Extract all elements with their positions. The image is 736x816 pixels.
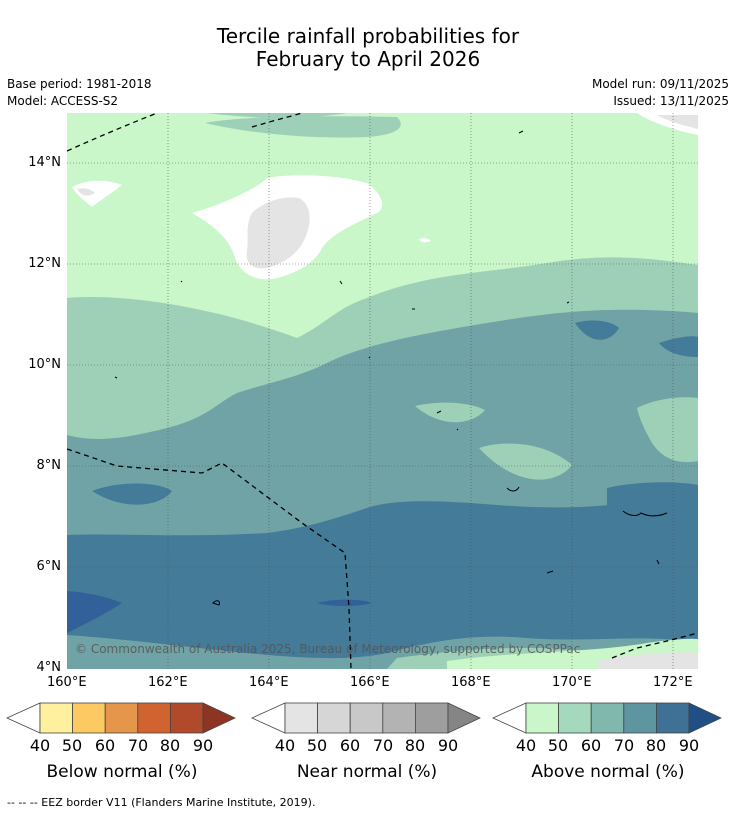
model-run: Model run: 09/11/2025 — [591, 77, 729, 91]
colorbar-segment — [72, 702, 106, 734]
near-normal-region — [72, 180, 122, 207]
x-tick-label: 166°E — [350, 675, 390, 690]
colorbar-segment — [349, 702, 384, 734]
issued-date: Issued: 13/11/2025 — [613, 94, 729, 108]
above-normal-60-region — [479, 443, 572, 480]
colorbar-segment — [558, 702, 592, 734]
map-title-line1: Tercile rainfall probabilities for — [216, 24, 520, 48]
above-normal-colorbar — [492, 702, 722, 734]
colorbar-under-extension — [492, 702, 527, 734]
x-tick-label: 160°E — [47, 675, 87, 690]
colorbar-tick: 60 — [94, 736, 116, 755]
above-normal-colorbar-title: Above normal (%) — [531, 762, 685, 782]
colorbar-segment — [317, 702, 351, 734]
colorbar-over-extension — [202, 702, 236, 734]
above-normal-90-region — [67, 591, 122, 633]
colorbar-segment — [525, 702, 559, 734]
colorbar-tick: 70 — [127, 736, 149, 755]
colorbar-segment — [590, 702, 625, 734]
copyright-notice: © Commonwealth of Australia 2025, Bureau… — [75, 642, 580, 656]
colorbar-tick: 40 — [515, 736, 537, 755]
y-tick-label: 8°N — [36, 458, 62, 473]
above-normal-80-region — [92, 483, 172, 505]
colorbar-tick: 90 — [678, 736, 700, 755]
above-normal-90-region — [317, 599, 372, 606]
colorbar-under-extension — [251, 702, 286, 734]
near-normal-region — [419, 238, 431, 243]
colorbar-tick: 40 — [274, 736, 296, 755]
near-normal-colorbar-title: Near normal (%) — [296, 762, 438, 782]
colorbar-tick: 80 — [404, 736, 426, 755]
colorbar-tick: 40 — [29, 736, 51, 755]
y-tick-label: 14°N — [28, 155, 61, 170]
colorbar-tick: 50 — [306, 736, 328, 755]
x-tick-label: 168°E — [451, 675, 491, 690]
colorbar-segment — [655, 702, 690, 734]
colorbar-segment — [382, 702, 416, 734]
colorbar-over-extension — [688, 702, 722, 734]
colorbar-tick: 70 — [613, 736, 635, 755]
base-period: Base period: 1981-2018 — [7, 77, 152, 91]
y-tick-label: 4°N — [36, 660, 62, 675]
map-title-line2: February to April 2026 — [255, 47, 481, 71]
x-tick-label: 162°E — [148, 675, 188, 690]
colorbar-under-extension — [6, 702, 41, 734]
colorbar-tick: 60 — [339, 736, 361, 755]
below-normal-colorbar — [6, 702, 236, 734]
model-name: Model: ACCESS-S2 — [7, 94, 119, 108]
colorbar-tick: 90 — [437, 736, 459, 755]
colorbar-segment — [169, 702, 204, 734]
colorbar-segment — [39, 702, 73, 734]
above-normal-60-region — [415, 402, 485, 423]
colorbar-segment — [284, 702, 318, 734]
colorbar-segment — [137, 702, 171, 734]
colorbar-over-extension — [447, 702, 481, 734]
y-tick-label: 10°N — [28, 357, 61, 372]
colorbar-tick: 50 — [547, 736, 569, 755]
below-normal-colorbar-title: Below normal (%) — [46, 762, 198, 782]
near-normal-40-region — [657, 115, 698, 129]
above-normal-80-region — [67, 499, 698, 659]
colorbar-tick: 50 — [61, 736, 83, 755]
above-normal-80-region — [575, 320, 619, 340]
colorbar-tick: 70 — [372, 736, 394, 755]
x-tick-label: 172°E — [653, 675, 693, 690]
colorbar-tick: 80 — [645, 736, 667, 755]
near-normal-40-region — [246, 197, 310, 269]
above-normal-80-region — [659, 336, 698, 357]
colorbar-segment — [104, 702, 139, 734]
above-normal-60-region — [205, 116, 401, 138]
y-tick-label: 12°N — [28, 256, 61, 271]
rainfall-probability-map: © Commonwealth of Australia 2025, Bureau… — [67, 113, 698, 669]
colorbar-tick: 90 — [192, 736, 214, 755]
y-tick-label: 6°N — [36, 559, 62, 574]
colorbar-segment — [414, 702, 449, 734]
colorbar-tick: 60 — [580, 736, 602, 755]
eez-border — [67, 113, 698, 669]
near-normal-colorbar — [251, 702, 481, 734]
graticule — [67, 113, 698, 669]
probability-contours — [67, 113, 698, 669]
above-normal-60-region — [637, 397, 698, 463]
island-outlines — [114, 130, 668, 606]
colorbar-segment — [623, 702, 657, 734]
near-normal-40-region — [77, 188, 95, 196]
x-tick-label: 170°E — [552, 675, 592, 690]
x-tick-label: 164°E — [249, 675, 289, 690]
colorbar-tick: 80 — [159, 736, 181, 755]
eez-border-footnote: -- -- -- EEZ border V11 (Flanders Marine… — [7, 796, 316, 809]
